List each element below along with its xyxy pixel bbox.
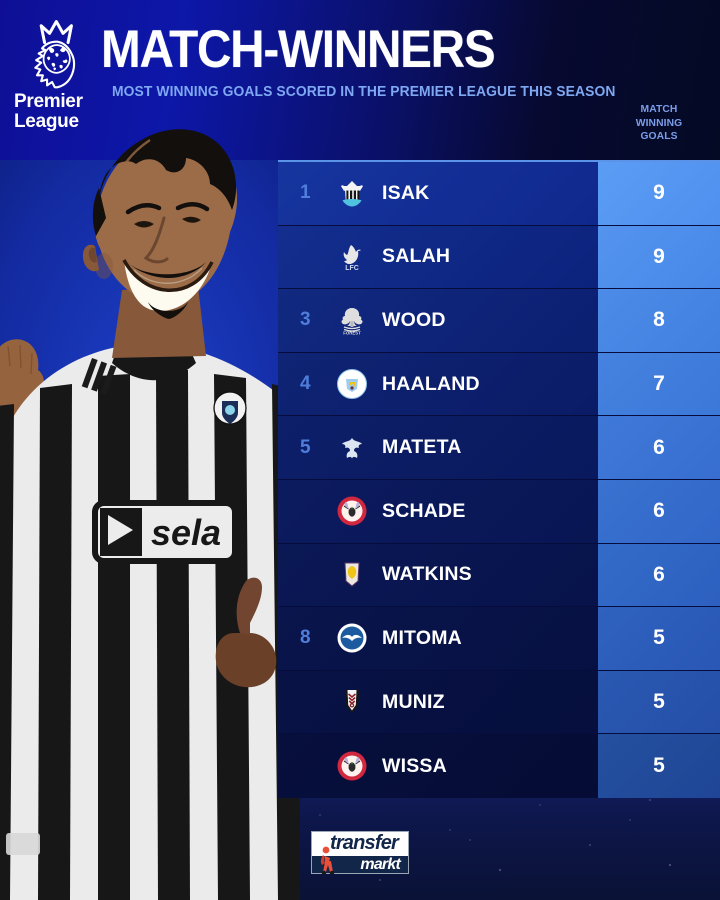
svg-text:sela: sela	[151, 512, 221, 553]
svg-text:FOREST: FOREST	[343, 331, 361, 336]
svg-text:LFC: LFC	[345, 265, 359, 272]
